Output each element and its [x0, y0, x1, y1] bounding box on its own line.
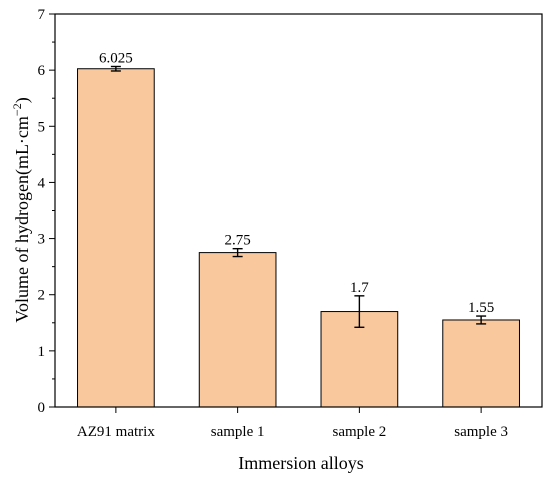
y-tick-label-1: 1 — [38, 344, 46, 360]
y-tick-label-5: 5 — [38, 119, 46, 135]
error-bar-1 — [232, 247, 243, 258]
y-tick-label-2: 2 — [38, 288, 46, 304]
bar-1 — [198, 252, 277, 408]
y-tick-label-4: 4 — [38, 175, 46, 191]
data-label-3: 1.55 — [468, 300, 494, 316]
error-bar-2 — [354, 295, 365, 328]
data-label-0: 6.025 — [99, 50, 133, 66]
y-tick-label-7: 7 — [38, 7, 46, 23]
data-label-1: 2.75 — [225, 233, 251, 249]
y-tick-label-3: 3 — [38, 232, 46, 248]
x-axis-title: Immersion alloys — [238, 453, 363, 473]
x-tick-label-2: sample 2 — [333, 424, 387, 440]
error-bars-layer — [110, 65, 487, 328]
error-bar-0 — [110, 65, 121, 72]
data-labels-layer: 6.025 2.75 1.7 1.55 — [99, 50, 494, 316]
bar-3 — [442, 319, 520, 408]
x-tick-label-1: sample 1 — [211, 424, 265, 440]
bar-0 — [77, 68, 155, 408]
y-tick-label-0: 0 — [38, 400, 46, 416]
x-tick-label-0: AZ91 matrix — [77, 424, 155, 440]
x-tick-label-3: sample 3 — [454, 424, 508, 440]
y-ticks-layer: 0 1 2 3 4 5 6 7 — [38, 7, 55, 416]
y-axis-title: Volume of hydrogen(mL·cm−2) — [10, 97, 33, 322]
data-label-2: 1.7 — [350, 280, 369, 296]
y-tick-label-6: 6 — [38, 63, 46, 79]
error-bar-3 — [476, 315, 487, 325]
bars-layer — [77, 68, 520, 408]
x-ticks-layer: AZ91 matrix sample 1 sample 2 sample 3 — [77, 407, 508, 440]
